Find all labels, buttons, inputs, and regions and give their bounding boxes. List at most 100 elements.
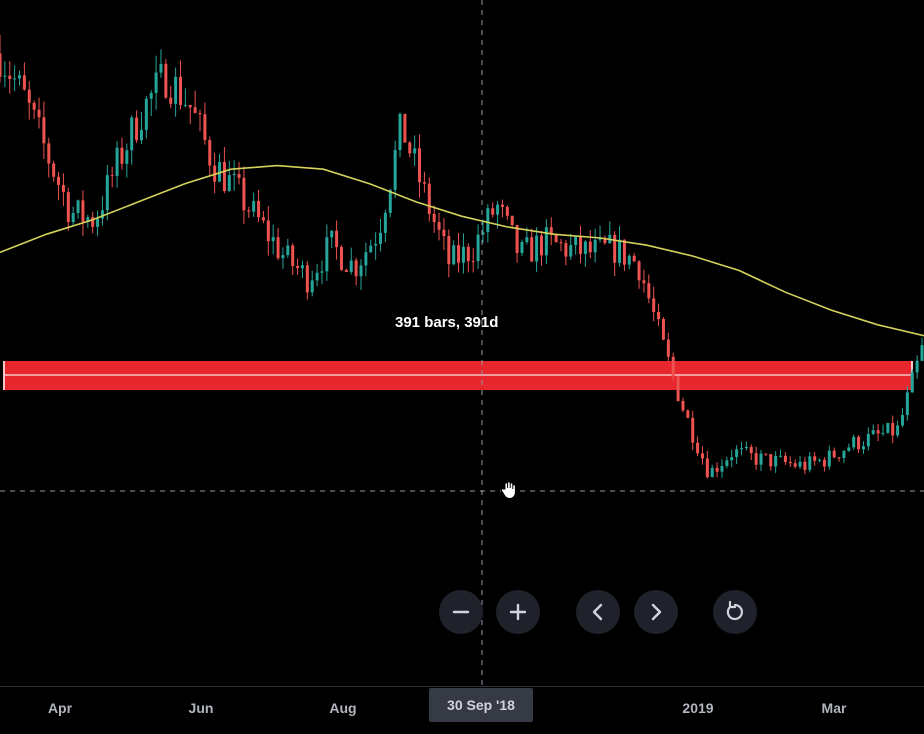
x-tick-label: Jun bbox=[188, 700, 214, 716]
candle-body bbox=[120, 147, 124, 164]
candle-body bbox=[3, 75, 7, 77]
candle-body bbox=[852, 436, 856, 448]
candle-body bbox=[252, 201, 256, 212]
candle-body bbox=[735, 449, 739, 458]
price-chart[interactable] bbox=[0, 0, 924, 686]
candle-body bbox=[91, 217, 95, 227]
candle-body bbox=[383, 212, 387, 233]
candle-body bbox=[759, 453, 763, 465]
x-tick-label: Mar bbox=[821, 700, 847, 716]
candle-body bbox=[461, 246, 465, 263]
candle-body bbox=[686, 410, 690, 418]
candle-body bbox=[705, 458, 709, 478]
plus-icon bbox=[509, 603, 527, 621]
candle-body bbox=[178, 76, 182, 105]
hand-cursor-icon bbox=[500, 481, 516, 500]
candle-body bbox=[276, 237, 280, 259]
candle-body bbox=[588, 241, 592, 253]
candle-body bbox=[159, 63, 163, 73]
candle-body bbox=[476, 234, 480, 262]
candle-body bbox=[803, 461, 807, 470]
candle-body bbox=[510, 215, 514, 226]
candle-body bbox=[266, 220, 270, 242]
candle-body bbox=[437, 222, 441, 230]
candle-body bbox=[422, 182, 426, 184]
candle-body bbox=[554, 234, 558, 243]
candle-body bbox=[354, 260, 358, 277]
candle-body bbox=[457, 245, 461, 263]
reset-chart-button[interactable] bbox=[713, 590, 757, 634]
crosshair-date-label: 30 Sep '18 bbox=[429, 688, 533, 722]
candle-body bbox=[349, 260, 353, 272]
chart-area[interactable]: 391 bars, 391d bbox=[0, 0, 924, 686]
candle-body bbox=[261, 217, 265, 221]
candle-body bbox=[22, 75, 26, 90]
candle-body bbox=[481, 232, 485, 235]
x-tick-label: Apr bbox=[47, 700, 73, 716]
zoom-out-button[interactable] bbox=[439, 590, 483, 634]
candle-body bbox=[164, 63, 168, 98]
candle-body bbox=[66, 192, 70, 223]
candle-body bbox=[583, 241, 587, 254]
candle-body bbox=[242, 177, 246, 211]
zoom-in-button[interactable] bbox=[496, 590, 540, 634]
candle-body bbox=[359, 265, 363, 277]
chevron-left-icon bbox=[592, 603, 603, 621]
candle-body bbox=[257, 201, 261, 218]
candle-body bbox=[774, 455, 778, 467]
candle-body bbox=[305, 265, 309, 293]
candle-body bbox=[749, 446, 753, 454]
candle-body bbox=[681, 400, 685, 411]
candle-body bbox=[920, 345, 924, 361]
candle-body bbox=[149, 92, 153, 99]
scroll-right-button[interactable] bbox=[634, 590, 678, 634]
candle-body bbox=[837, 457, 841, 459]
candle-body bbox=[115, 147, 119, 177]
minus-icon bbox=[452, 610, 470, 614]
candle-body bbox=[344, 269, 348, 272]
candle-body bbox=[535, 235, 539, 262]
candle-body bbox=[222, 162, 226, 192]
candle-body bbox=[418, 148, 422, 183]
candle-body bbox=[808, 456, 812, 470]
candle-body bbox=[842, 450, 846, 459]
candle-body bbox=[96, 218, 100, 227]
candle-body bbox=[491, 208, 495, 215]
candle-body bbox=[496, 204, 500, 215]
candle-body bbox=[208, 140, 212, 166]
candle-body bbox=[574, 236, 578, 246]
candle-body bbox=[18, 75, 22, 79]
candle-body bbox=[730, 457, 734, 461]
scroll-left-button[interactable] bbox=[576, 590, 620, 634]
candle-body bbox=[310, 280, 314, 293]
candle-body bbox=[788, 461, 792, 464]
candle-body bbox=[408, 142, 412, 154]
candle-body bbox=[818, 459, 822, 461]
candle-body bbox=[466, 246, 470, 262]
candle-body bbox=[125, 150, 129, 164]
candle-body bbox=[618, 239, 622, 263]
candle-body bbox=[652, 298, 656, 312]
candle-body bbox=[364, 252, 368, 266]
candle-body bbox=[900, 415, 904, 426]
candle-body bbox=[286, 245, 290, 256]
candle-body bbox=[710, 467, 714, 478]
chevron-right-icon bbox=[651, 603, 662, 621]
candle-body bbox=[154, 72, 158, 93]
candle-body bbox=[105, 175, 109, 211]
candle-body bbox=[910, 372, 914, 393]
candle-body bbox=[47, 143, 51, 164]
candle-body bbox=[57, 176, 61, 185]
candle-body bbox=[37, 109, 41, 118]
candle-body bbox=[71, 213, 75, 223]
x-tick-label: Aug bbox=[329, 700, 357, 716]
candle-body bbox=[369, 245, 373, 253]
candle-body bbox=[866, 433, 870, 447]
candle-body bbox=[281, 255, 285, 259]
candle-body bbox=[764, 453, 768, 455]
candle-body bbox=[13, 78, 17, 80]
candle-body bbox=[564, 243, 568, 257]
candle-body bbox=[622, 239, 626, 265]
candle-body bbox=[905, 392, 909, 416]
candle-body bbox=[32, 102, 36, 110]
